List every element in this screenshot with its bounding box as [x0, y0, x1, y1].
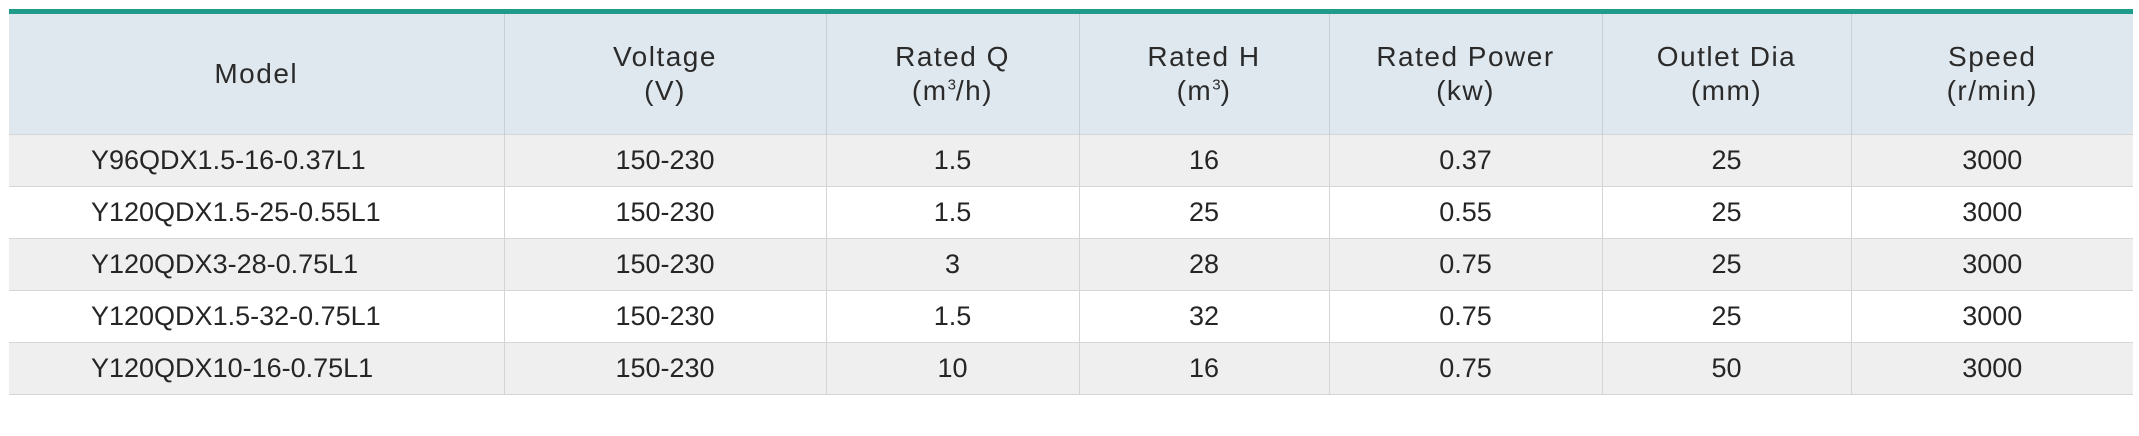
cell-rated-q: 1.5	[826, 289, 1080, 342]
cell-rated-h: 28	[1079, 237, 1330, 290]
cell-model: Y120QDX1.5-25-0.55L1	[9, 185, 505, 238]
header-rated-h-label: Rated H	[1147, 40, 1261, 72]
cell-speed: 3000	[1851, 185, 2133, 238]
cell-voltage: 150-230	[504, 185, 827, 238]
cell-rated-power: 0.55	[1329, 185, 1603, 238]
cell-rated-h: 32	[1079, 289, 1330, 342]
header-rated-q-unit-pre: (m	[911, 74, 948, 106]
table-row: Y120QDX10-16-0.75L1 150-230 10 16 0.75 5…	[9, 341, 2133, 395]
header-model-label: Model	[214, 57, 299, 89]
header-rated-q-unit-sup: 3	[947, 76, 956, 94]
header-speed-unit: (r/min)	[1946, 74, 2038, 106]
table-header-row: Model Voltage (V) Rated Q (m3/h) Rated H…	[9, 14, 2133, 134]
cell-voltage: 150-230	[504, 133, 827, 186]
header-rated-q-unit: (m3/h)	[833, 74, 1073, 108]
header-rated-power-label: Rated Power	[1376, 40, 1555, 72]
cell-voltage: 150-230	[504, 237, 827, 290]
cell-rated-q: 1.5	[826, 133, 1080, 186]
top-accent-rule	[9, 9, 2133, 14]
header-rated-h-unit-pre: (m	[1176, 74, 1213, 106]
header-voltage: Voltage (V)	[504, 14, 827, 134]
cell-model: Y96QDX1.5-16-0.37L1	[9, 133, 505, 186]
cell-rated-h: 16	[1079, 341, 1330, 395]
header-rated-q-label: Rated Q	[895, 40, 1010, 72]
cell-outlet-dia: 25	[1602, 133, 1852, 186]
header-outlet-dia-label: Outlet Dia	[1656, 40, 1797, 72]
cell-speed: 3000	[1851, 289, 2133, 342]
cell-speed: 3000	[1851, 341, 2133, 395]
cell-outlet-dia: 25	[1602, 185, 1852, 238]
header-rated-q: Rated Q (m3/h)	[826, 14, 1080, 134]
cell-model: Y120QDX10-16-0.75L1	[9, 341, 505, 395]
cell-rated-h: 16	[1079, 133, 1330, 186]
table-row: Y120QDX3-28-0.75L1 150-230 3 28 0.75 25 …	[9, 237, 2133, 290]
table-row: Y96QDX1.5-16-0.37L1 150-230 1.5 16 0.37 …	[9, 133, 2133, 186]
header-rated-power-unit: (kw)	[1436, 74, 1495, 106]
cell-rated-power: 0.75	[1329, 289, 1603, 342]
cell-outlet-dia: 50	[1602, 341, 1852, 395]
cell-rated-h: 25	[1079, 185, 1330, 238]
cell-model: Y120QDX3-28-0.75L1	[9, 237, 505, 290]
cell-voltage: 150-230	[504, 289, 827, 342]
cell-outlet-dia: 25	[1602, 289, 1852, 342]
cell-speed: 3000	[1851, 133, 2133, 186]
header-speed-label: Speed	[1948, 40, 2037, 72]
header-outlet-dia: Outlet Dia (mm)	[1602, 14, 1852, 134]
header-rated-q-unit-post: /h)	[955, 74, 994, 106]
header-rated-h-unit-sup: 3	[1212, 76, 1221, 94]
header-rated-h: Rated H (m3)	[1079, 14, 1330, 134]
header-voltage-unit: (V)	[644, 74, 686, 106]
header-model: Model	[9, 14, 505, 134]
header-rated-power: Rated Power (kw)	[1329, 14, 1603, 134]
header-voltage-label: Voltage	[613, 40, 717, 72]
table-row: Y120QDX1.5-25-0.55L1 150-230 1.5 25 0.55…	[9, 185, 2133, 238]
cell-rated-power: 0.37	[1329, 133, 1603, 186]
header-outlet-dia-unit: (mm)	[1690, 74, 1763, 106]
cell-voltage: 150-230	[504, 341, 827, 395]
spec-table-container: Model Voltage (V) Rated Q (m3/h) Rated H…	[9, 9, 2133, 395]
cell-speed: 3000	[1851, 237, 2133, 290]
cell-rated-q: 10	[826, 341, 1080, 395]
cell-rated-q: 3	[826, 237, 1080, 290]
cell-model: Y120QDX1.5-32-0.75L1	[9, 289, 505, 342]
cell-rated-power: 0.75	[1329, 237, 1603, 290]
header-rated-h-unit: (m3)	[1086, 74, 1323, 108]
header-rated-h-unit-post: )	[1220, 74, 1232, 106]
cell-outlet-dia: 25	[1602, 237, 1852, 290]
table-row: Y120QDX1.5-32-0.75L1 150-230 1.5 32 0.75…	[9, 289, 2133, 342]
cell-rated-q: 1.5	[826, 185, 1080, 238]
pump-spec-table: Model Voltage (V) Rated Q (m3/h) Rated H…	[9, 14, 2133, 395]
header-speed: Speed (r/min)	[1851, 14, 2133, 134]
cell-rated-power: 0.75	[1329, 341, 1603, 395]
